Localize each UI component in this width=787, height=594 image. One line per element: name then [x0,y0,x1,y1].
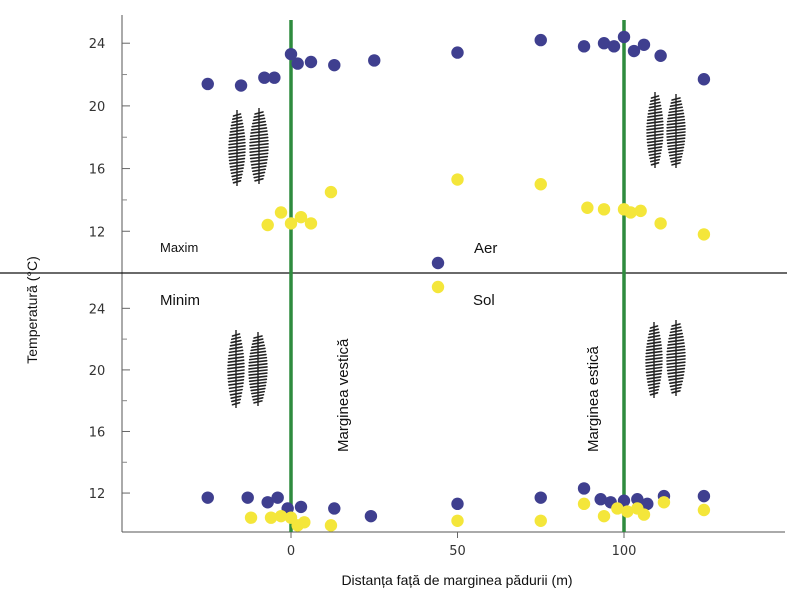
x-tick-label: 100 [612,544,637,559]
tree-icon [248,332,268,406]
sol-max-point [534,491,547,504]
y-tick-label: 20 [89,364,106,379]
tree-icon [666,320,686,396]
y-tick-label: 16 [89,163,106,178]
aer-max-point [268,71,281,84]
aer-max-point [284,47,298,61]
sol-min-point [657,496,671,509]
y-tick-label: 24 [89,37,106,52]
edge-label-west: Marginea vestică [335,338,352,452]
aer-max-point [607,40,621,53]
sol-max-point [261,496,274,509]
sol-max-point [241,491,254,504]
sol-min-point [274,509,288,523]
edge-label-east: Marginea estică [585,345,602,452]
tree-icon [228,110,246,186]
axes-group [0,15,787,538]
sol-max-point [294,500,308,514]
aer-min-point [304,217,318,230]
aer-min-point [654,217,667,230]
sol-max-point [641,497,654,511]
sol-min-point [324,519,338,532]
tick-labels: 12 16 20 24 12 16 20 24 0 50 100 [89,37,637,559]
aer-max-point [697,73,711,86]
sol-min-point [621,505,634,518]
y-tick-label: 16 [89,425,106,440]
tree-icon [666,94,686,168]
sol-min-point [637,508,651,521]
tree-icon [227,330,245,408]
y-tick-label: 12 [89,225,106,240]
aer-min-point [451,173,464,186]
sol-max-point [594,493,607,506]
forest-edge-lines [289,20,626,532]
aer-max-point [291,57,304,70]
aer-max-point [627,44,641,58]
aer-min-point [581,201,594,214]
aer-max-point [234,79,248,92]
y-tick-label: 12 [89,487,106,502]
sol-max-point [364,509,378,523]
aer-min-point [634,204,647,218]
sol-max-point [451,497,464,511]
sol-min-point [264,511,278,524]
aer-max-point [201,77,214,91]
aer-max-point [534,33,547,47]
aer-max-point [617,30,631,44]
y-tick-label: 20 [89,100,106,115]
aer-min-point [294,210,308,224]
aer-max-point [654,49,667,62]
aer-min-point [284,217,298,230]
legend-min-marker [431,280,445,294]
sol-min-point [611,502,624,515]
x-tick-label: 50 [449,544,466,559]
label-maxim: Maxim [160,240,198,255]
aer-min-point [274,206,288,219]
aer-max-point [451,46,464,59]
aer-max-point [304,55,318,69]
label-minim: Minim [160,292,200,309]
label-aer: Aer [474,240,497,257]
sol-min-point [244,511,258,524]
sol-min-point [298,516,311,529]
aer-max-point [328,58,341,72]
aer-min-point [534,178,547,191]
aer-min-point [597,203,611,216]
aer-max-point [577,40,591,53]
tree-icon [249,108,269,184]
tree-illustrations [227,92,686,408]
sol-max-point [271,491,284,504]
aer-max-point [258,71,271,84]
ylabel: Temperatură (°C) [24,256,40,364]
sol-max-point [631,493,644,506]
aer-max-point [597,37,611,50]
sol-min-point [697,503,711,517]
aer-max-point [637,38,651,51]
aer-min-point [624,206,637,219]
legend-max-marker [431,256,445,270]
sol-min-point [597,509,611,523]
xlabel: Distanța față de marginea pădurii (m) [341,572,572,588]
y-tick-label: 24 [89,302,106,317]
x-tick-label: 0 [287,544,295,559]
data-points [201,30,711,532]
aer-max-point [368,54,381,67]
sol-max-point [328,502,341,515]
label-sol: Sol [473,292,495,309]
aer-min-point [261,218,274,232]
aer-min-point [324,185,338,199]
tree-icon [645,322,663,398]
sol-min-point [451,514,464,527]
sol-max-point [201,491,214,504]
aer-min-point [697,228,711,241]
tree-icon [646,92,664,168]
sol-max-point [577,482,591,495]
sol-max-point [697,489,711,503]
sol-min-point [577,497,591,511]
sol-min-point [534,514,547,527]
